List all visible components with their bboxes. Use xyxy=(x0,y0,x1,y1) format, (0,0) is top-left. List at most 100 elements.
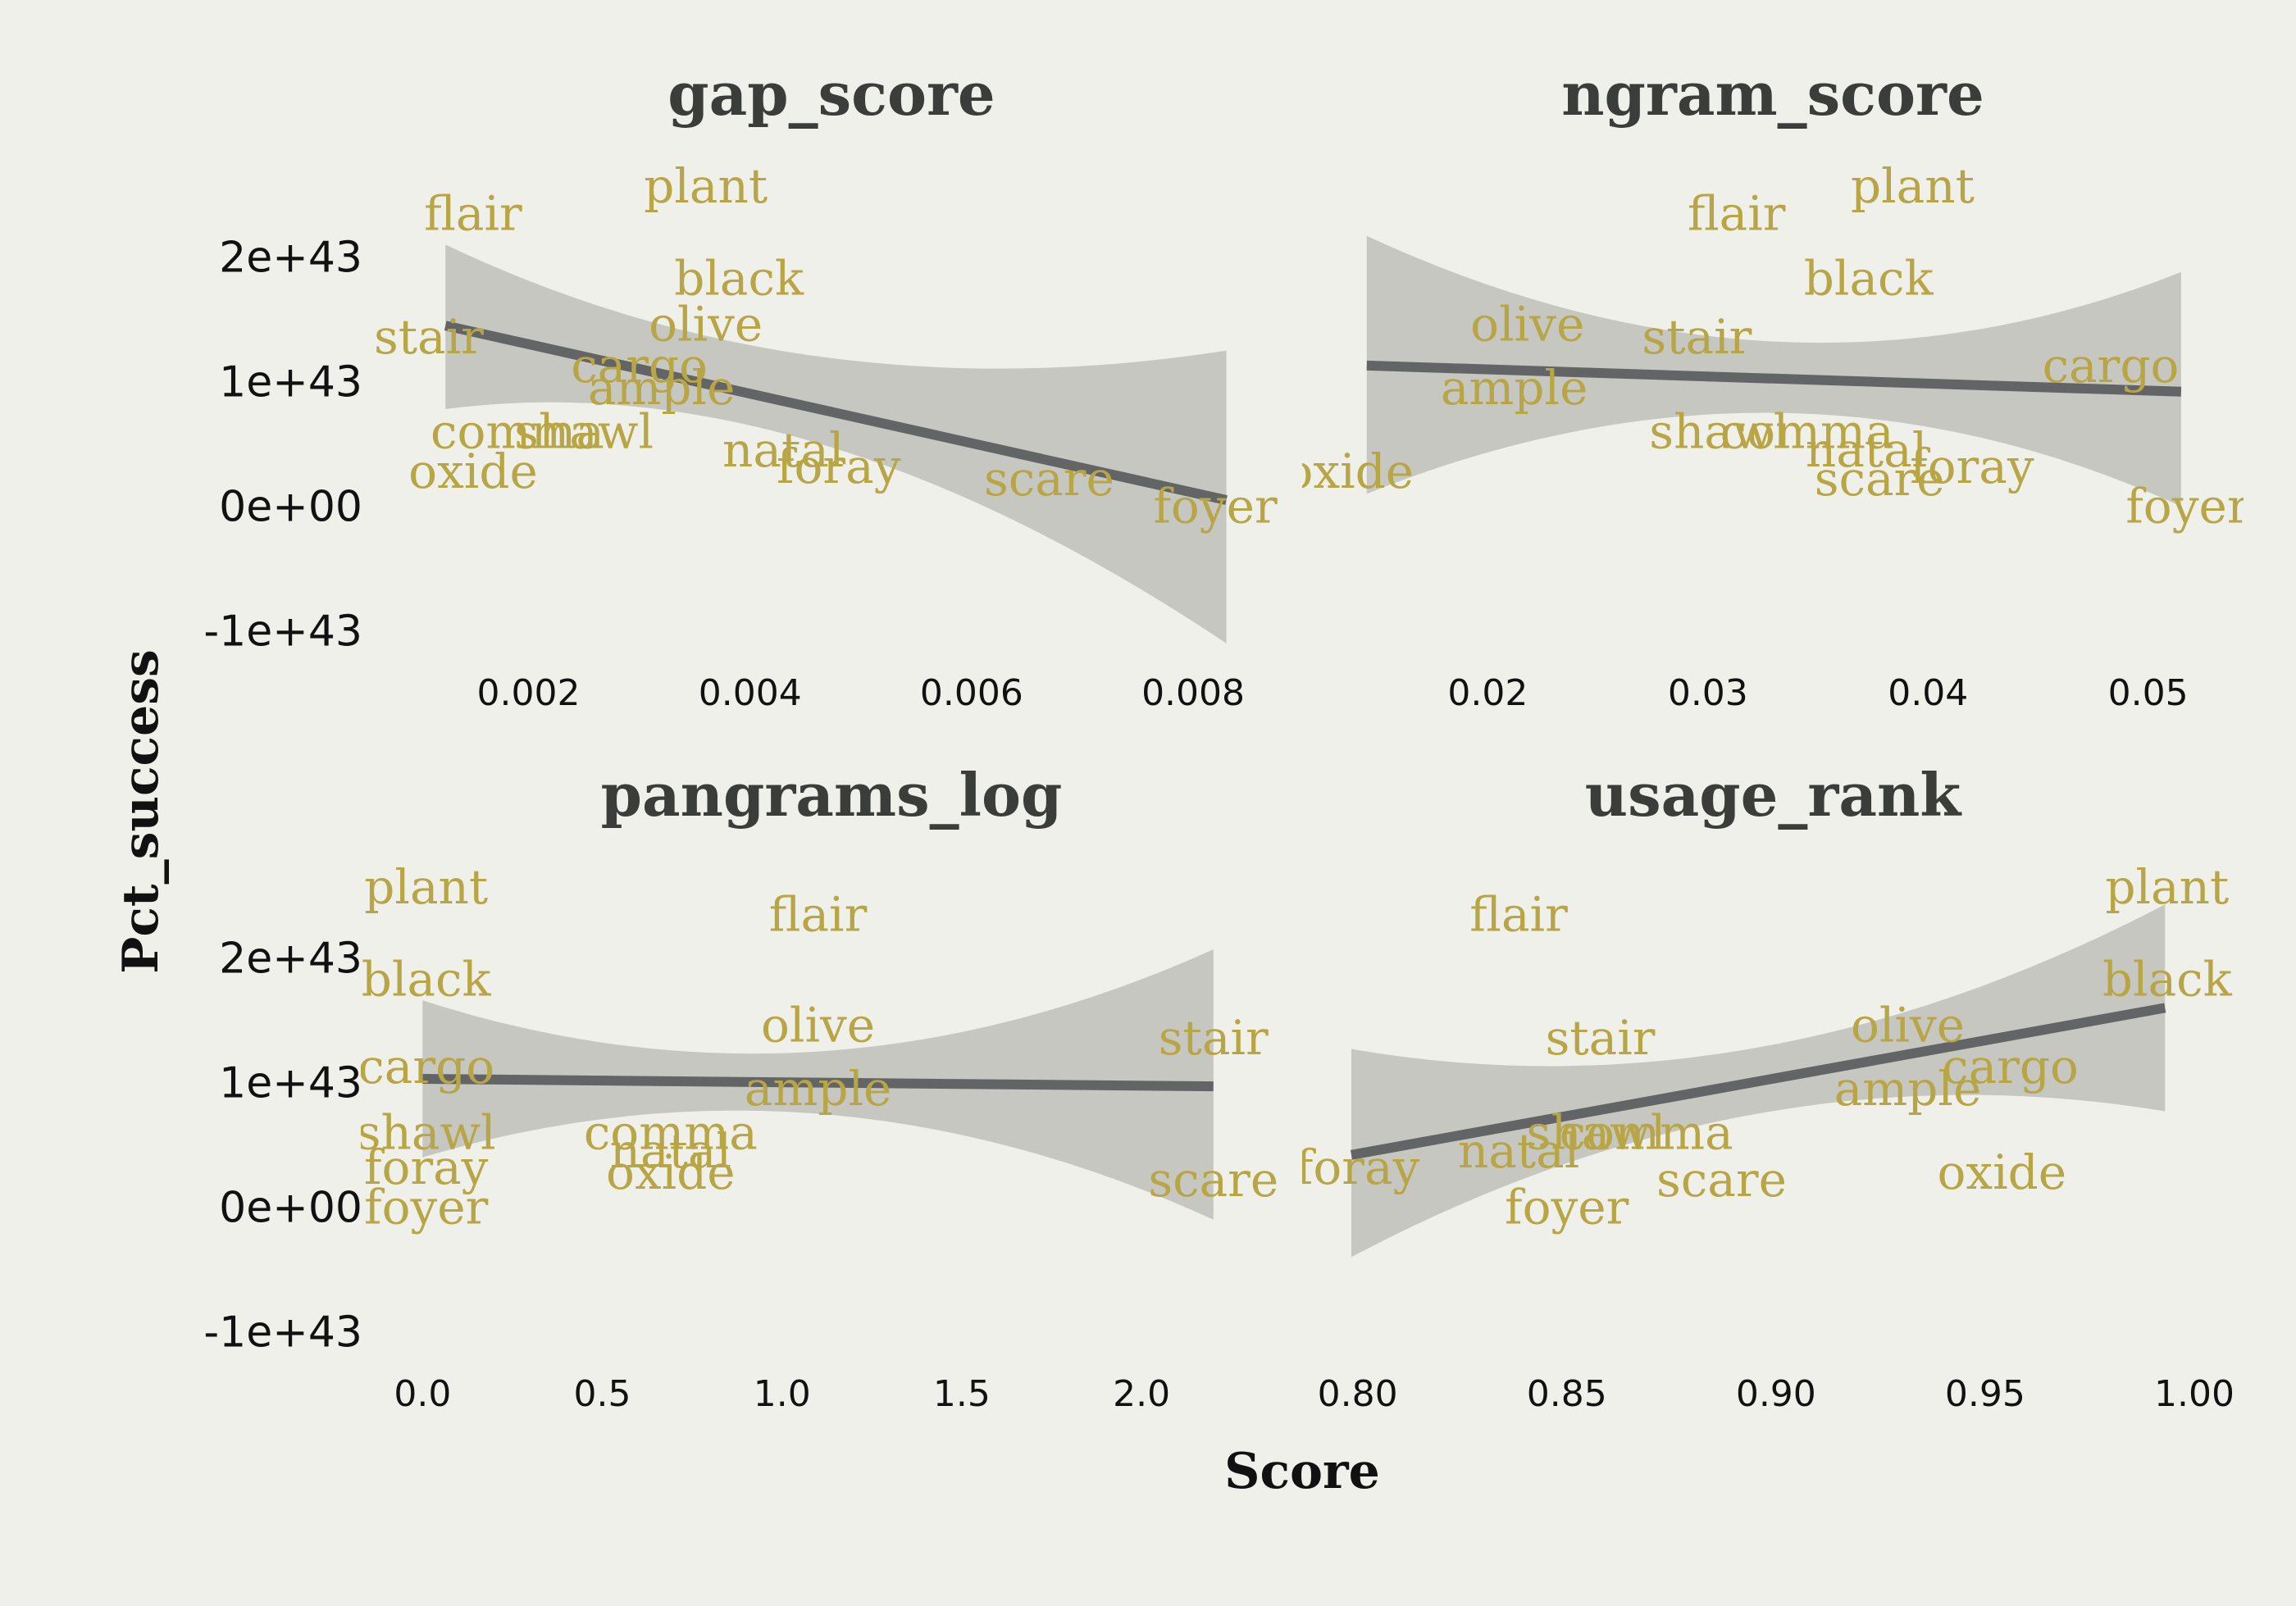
point-label-black: black xyxy=(1804,250,1934,306)
point-label-olive: olive xyxy=(761,998,875,1053)
y-tick-label: 1e+43 xyxy=(219,1059,362,1108)
point-label-olive: olive xyxy=(1851,998,1965,1053)
point-label-oxide: oxide xyxy=(1284,444,1414,499)
point-label-scare: scare xyxy=(1815,451,1945,507)
y-tick-label: -1e+43 xyxy=(203,607,362,657)
x-tick-label: 0.0 xyxy=(394,1373,451,1415)
point-label-shawl: shawl xyxy=(357,1104,496,1160)
regression-line xyxy=(1366,360,2182,397)
regression-line xyxy=(444,321,1228,505)
x-tick-label: 0.85 xyxy=(1527,1373,1607,1415)
facet-title: gap_score xyxy=(667,59,995,129)
point-label-foyer: foyer xyxy=(364,1180,488,1235)
x-tick-label: 1.00 xyxy=(2154,1373,2234,1415)
point-label-black: black xyxy=(362,951,492,1007)
point-label-foray: foray xyxy=(364,1140,489,1195)
point-label-foray: foray xyxy=(777,439,901,494)
y-tick-label: 0e+00 xyxy=(219,1184,362,1233)
point-label-shawl: shawl xyxy=(1526,1104,1665,1160)
point-label-cargo: cargo xyxy=(571,338,708,394)
point-label-scare: scare xyxy=(1148,1152,1278,1208)
point-label-cargo: cargo xyxy=(358,1039,494,1094)
y-tick-label: 2e+43 xyxy=(219,935,362,984)
regression-line xyxy=(1350,1003,2166,1160)
confidence-band xyxy=(1366,235,2181,507)
point-label-oxide: oxide xyxy=(1937,1144,2066,1200)
x-tick-label: 0.05 xyxy=(2108,672,2189,714)
point-label-natal: natal xyxy=(722,422,844,478)
x-tick-label: 0.03 xyxy=(1668,672,1748,714)
facet-title: ngram_score xyxy=(1561,59,1984,129)
point-label-foray: foray xyxy=(1296,1140,1420,1195)
point-label-black: black xyxy=(2102,951,2233,1007)
facet-title: usage_rank xyxy=(1585,760,1963,830)
point-label-foyer: foyer xyxy=(2125,479,2249,535)
point-label-ample: ample xyxy=(1834,1061,1982,1117)
x-tick-label: 1.0 xyxy=(754,1373,811,1415)
point-label-olive: olive xyxy=(649,297,763,353)
x-tick-label: 1.5 xyxy=(933,1373,991,1415)
x-tick-label: 0.5 xyxy=(574,1373,631,1415)
point-label-foyer: foyer xyxy=(1153,479,1277,535)
x-tick-label: 0.90 xyxy=(1736,1373,1816,1415)
point-label-stair: stair xyxy=(1642,309,1752,365)
point-label-cargo: cargo xyxy=(2043,338,2180,394)
point-label-olive: olive xyxy=(1470,297,1584,353)
x-tick-label: 2.0 xyxy=(1113,1373,1170,1415)
point-label-foyer: foyer xyxy=(1505,1180,1629,1235)
point-label-scare: scare xyxy=(1656,1152,1787,1208)
point-label-plant: plant xyxy=(364,859,488,915)
point-label-stair: stair xyxy=(1546,1010,1656,1066)
point-label-plant: plant xyxy=(2105,859,2229,915)
y-tick-label: 1e+43 xyxy=(219,358,362,407)
point-label-comma: comma xyxy=(1560,1104,1733,1160)
x-tick-label: 0.02 xyxy=(1447,672,1528,714)
point-label-stair: stair xyxy=(374,309,484,365)
x-tick-label: 0.002 xyxy=(477,672,581,714)
confidence-band xyxy=(445,244,1227,644)
point-label-natal: natal xyxy=(1458,1123,1579,1179)
point-label-cargo: cargo xyxy=(1942,1039,2079,1094)
x-tick-label: 0.80 xyxy=(1318,1373,1398,1415)
point-label-oxide: oxide xyxy=(408,444,538,499)
point-label-comma: comma xyxy=(584,1104,758,1160)
point-label-shawl: shawl xyxy=(514,403,654,459)
point-label-foray: foray xyxy=(1910,439,2034,494)
point-label-natal: natal xyxy=(1806,422,1927,478)
x-tick-label: 0.008 xyxy=(1141,672,1245,714)
point-label-ample: ample xyxy=(588,360,736,416)
point-label-flair: flair xyxy=(1469,886,1568,942)
facet-title: pangrams_log xyxy=(601,760,1063,830)
point-label-black: black xyxy=(674,250,804,306)
point-label-comma: comma xyxy=(1720,403,1894,459)
word-labels: plant flair black olive stair cargo ample shawl… xyxy=(1284,158,2249,535)
point-label-natal: natal xyxy=(610,1123,731,1179)
point-label-flair: flair xyxy=(1688,185,1786,241)
x-tick-label: 0.004 xyxy=(699,672,802,714)
x-axis-title: Score xyxy=(1224,1443,1380,1500)
point-label-plant: plant xyxy=(1851,158,1975,214)
point-label-plant: plant xyxy=(644,158,768,214)
point-label-scare: scare xyxy=(984,451,1114,507)
y-tick-label: -1e+43 xyxy=(203,1308,362,1358)
y-tick-label: 2e+43 xyxy=(219,234,362,283)
point-label-oxide: oxide xyxy=(606,1144,736,1200)
regression-line xyxy=(422,1074,1214,1092)
point-label-comma: comma xyxy=(430,403,604,459)
y-tick-label: 0e+00 xyxy=(219,483,362,532)
point-label-stair: stair xyxy=(1159,1010,1269,1066)
point-label-ample: ample xyxy=(1441,360,1588,416)
point-label-shawl: shawl xyxy=(1649,403,1788,459)
point-label-flair: flair xyxy=(424,185,522,241)
x-tick-label: 0.04 xyxy=(1888,672,1968,714)
